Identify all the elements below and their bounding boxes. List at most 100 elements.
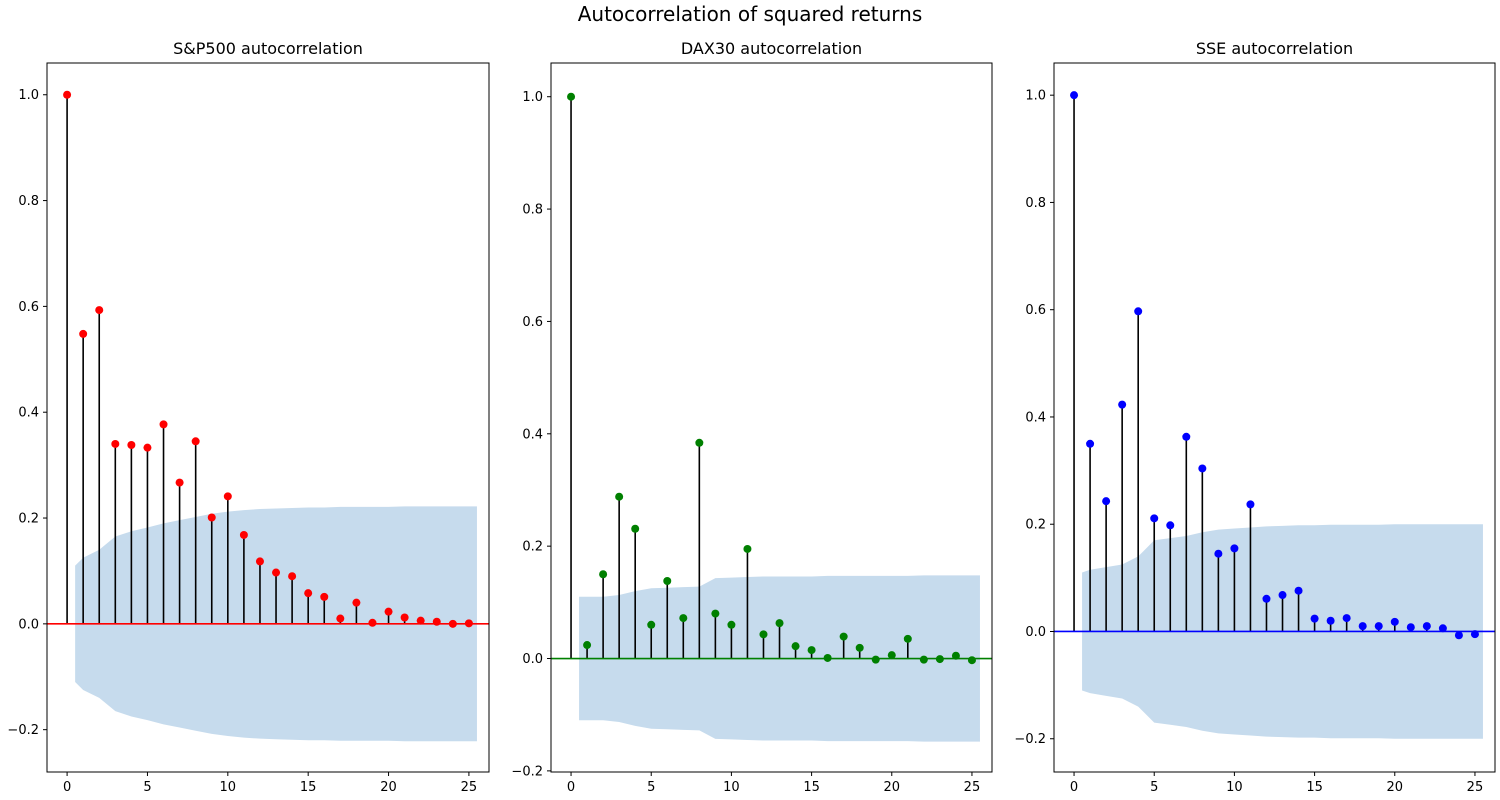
marker-lag-0: [567, 92, 576, 101]
marker-lag-0: [63, 90, 72, 99]
marker-lag-15: [304, 589, 313, 598]
marker-lag-24: [951, 651, 960, 660]
marker-lag-15: [807, 646, 816, 655]
y-tick-label: 0.8: [18, 194, 39, 209]
y-tick-label: 0.8: [1025, 196, 1046, 211]
axes-frame: [46, 62, 490, 773]
marker-lag-16: [823, 653, 832, 662]
x-tick-label: 0: [63, 780, 71, 795]
x-tick-label: 15: [300, 780, 317, 795]
marker-lag-13: [1278, 591, 1287, 600]
y-tick-label: 0.4: [1025, 410, 1046, 425]
x-tick-label: 0: [567, 780, 575, 795]
marker-lag-23: [1438, 624, 1447, 633]
marker-lag-0: [1070, 91, 1079, 100]
y-tick-label: 0.8: [522, 203, 543, 218]
marker-lag-1: [79, 329, 88, 338]
marker-lag-19: [368, 618, 377, 627]
x-tick-label: 10: [723, 780, 740, 795]
marker-lag-18: [855, 643, 864, 652]
marker-lag-20: [1390, 617, 1399, 626]
marker-lag-13: [272, 568, 281, 577]
marker-lag-7: [679, 614, 688, 623]
y-tick-label: 0.0: [1025, 625, 1046, 640]
marker-lag-2: [599, 570, 608, 579]
x-tick-label: 20: [380, 780, 397, 795]
marker-lag-25: [464, 619, 473, 628]
marker-lag-9: [207, 513, 216, 522]
marker-lag-5: [1150, 514, 1159, 523]
x-tick-label: 5: [143, 780, 151, 795]
marker-lag-17: [839, 632, 848, 641]
marker-lag-17: [336, 614, 345, 623]
chart-title: SSE autocorrelation: [1196, 39, 1353, 58]
y-tick-label: 0.6: [1025, 303, 1046, 318]
marker-lag-4: [631, 524, 640, 533]
marker-lag-11: [743, 544, 752, 553]
marker-lag-7: [175, 478, 184, 487]
marker-lag-11: [239, 530, 248, 539]
y-tick-label: 1.0: [18, 88, 39, 103]
y-tick-label: 0.4: [522, 427, 543, 442]
y-tick-label: 1.0: [1025, 89, 1046, 104]
marker-lag-14: [1294, 586, 1303, 595]
marker-lag-21: [1406, 623, 1415, 632]
marker-lag-11: [1246, 500, 1255, 509]
marker-lag-19: [1374, 622, 1383, 631]
marker-lag-16: [320, 592, 329, 601]
chart-panel-2: −0.2 0.0 0.2 0.4 0.6 0.8 1.0 0 5 10 15 20 25 DAX30 au…: [511, 39, 993, 795]
marker-lag-12: [1262, 594, 1271, 603]
y-tick-label: 0.2: [1025, 518, 1046, 533]
marker-lag-8: [191, 437, 200, 446]
y-tick-label: 0.6: [18, 300, 39, 315]
x-tick-label: 10: [220, 780, 237, 795]
marker-lag-8: [1198, 464, 1207, 473]
marker-lag-14: [288, 572, 297, 581]
y-tick-label: 0.4: [18, 406, 39, 421]
y-tick-label: 1.0: [522, 90, 543, 105]
marker-lag-18: [352, 598, 361, 607]
y-tick-label: −0.2: [7, 723, 39, 738]
marker-lag-22: [919, 655, 928, 664]
axes-frame: [1053, 62, 1496, 773]
marker-lag-18: [1358, 622, 1367, 631]
x-tick-label: 5: [647, 780, 655, 795]
marker-lag-22: [416, 616, 425, 625]
marker-lag-23: [935, 655, 944, 664]
x-tick-label: 25: [461, 780, 478, 795]
y-tick-label: −0.2: [1014, 732, 1046, 747]
marker-lag-21: [903, 634, 912, 643]
marker-lag-15: [1310, 614, 1319, 623]
x-tick-label: 15: [1306, 780, 1323, 795]
marker-lag-17: [1342, 614, 1351, 623]
y-tick-label: −0.2: [511, 764, 543, 779]
marker-lag-25: [1470, 630, 1479, 639]
marker-lag-4: [127, 441, 136, 450]
marker-lag-23: [432, 617, 441, 626]
marker-lag-10: [727, 620, 736, 629]
marker-lag-6: [159, 420, 168, 429]
marker-lag-3: [111, 439, 120, 448]
chart-panel-1: −0.2 0.0 0.2 0.4 0.6 0.8 1.0 0 5 10 15 20 25 S&P500 a…: [7, 39, 490, 795]
y-tick-label: 0.0: [522, 652, 543, 667]
marker-lag-19: [871, 655, 880, 664]
marker-lag-22: [1422, 622, 1431, 631]
marker-lag-9: [1214, 549, 1223, 558]
marker-lag-20: [887, 651, 896, 660]
marker-lag-3: [1118, 400, 1127, 409]
chart-panel-3: −0.2 0.0 0.2 0.4 0.6 0.8 1.0 0 5 10 15 20 25 SSE auto…: [1014, 39, 1496, 795]
marker-lag-24: [448, 619, 457, 628]
marker-lag-16: [1326, 616, 1335, 625]
marker-lag-10: [223, 492, 232, 501]
marker-lag-1: [583, 641, 592, 650]
marker-lag-8: [695, 438, 704, 447]
marker-lag-24: [1454, 631, 1463, 640]
marker-lag-12: [255, 557, 264, 566]
marker-lag-10: [1230, 544, 1239, 553]
y-tick-label: 0.2: [18, 512, 39, 527]
marker-lag-3: [615, 492, 624, 501]
marker-lag-21: [400, 613, 409, 622]
axes-frame: [550, 62, 993, 773]
marker-lag-7: [1182, 432, 1191, 441]
